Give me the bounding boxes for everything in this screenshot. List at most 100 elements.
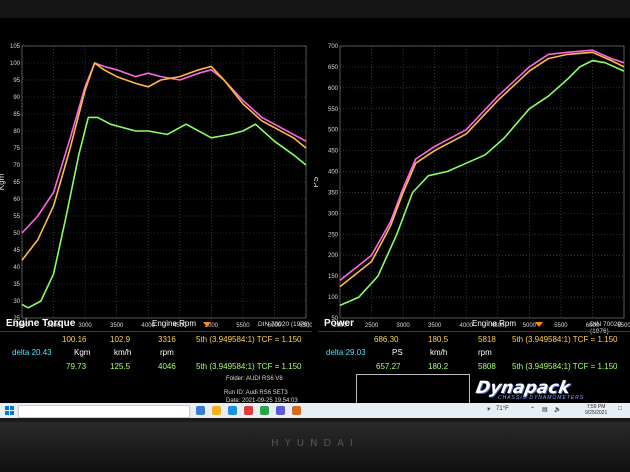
rpm-dropdown-icon[interactable] bbox=[203, 322, 211, 327]
x-tick-label: 4500 bbox=[173, 323, 187, 329]
taskbar-clock[interactable]: 7:59 PM 9/25/2021 bbox=[585, 404, 607, 416]
torque-gear-1: 5th (3.949584:1) TCF = 1.150 bbox=[196, 335, 302, 344]
app-icon-red[interactable] bbox=[244, 406, 253, 415]
torque-rpm-max: 3316 bbox=[158, 335, 176, 344]
dyno-software-screen: 2000 2500 3000 3500 4000 4500 5000 5500 6000 6500… bbox=[0, 18, 630, 418]
series-line-1 bbox=[339, 51, 625, 288]
logo-subtitle: CHASSIS DYNAMOMETERS bbox=[498, 395, 585, 401]
torque-x-axis-label: Engine Rpm bbox=[152, 319, 197, 328]
x-tick-label: 5000 bbox=[205, 323, 219, 329]
torque-unit-kgm: Kgm bbox=[74, 348, 91, 357]
power-chart: 2000 2500 3000 3500 4000 4500 5000 5500 6000 6500… bbox=[314, 44, 630, 329]
y-tick-label: 70 bbox=[13, 163, 20, 169]
y-tick-label: 50 bbox=[13, 231, 20, 237]
y-tick-label: 35 bbox=[13, 282, 20, 288]
series-line-0 bbox=[339, 49, 625, 281]
weather-temp[interactable]: 71°F bbox=[496, 406, 509, 412]
y-tick-label: 300 bbox=[328, 211, 339, 217]
weather-icon[interactable]: ☀ bbox=[486, 407, 492, 413]
windows-taskbar: ☀ 71°F ⌃ ▤ 🔈 7:59 PM 9/25/2021 □ bbox=[0, 403, 630, 418]
x-tick-label: 4500 bbox=[491, 323, 505, 329]
app-icon-green[interactable] bbox=[260, 406, 269, 415]
y-tick-label: 650 bbox=[328, 65, 339, 71]
torque-gear-2: 5th (3.949584:1) TCF = 1.150 bbox=[196, 362, 302, 371]
power-rpm-min: 5808 bbox=[478, 362, 496, 371]
y-tick-label: 45 bbox=[13, 248, 20, 254]
y-tick-label: 600 bbox=[328, 86, 339, 92]
y-tick-label: 105 bbox=[10, 44, 21, 50]
x-tick-label: 6000 bbox=[586, 323, 600, 329]
power-divider bbox=[318, 331, 630, 332]
tray-overflow-icon[interactable]: ⌃ bbox=[530, 407, 536, 413]
task-view-icon[interactable] bbox=[196, 406, 205, 415]
rpm-dropdown-icon[interactable] bbox=[535, 322, 543, 327]
torque-kmh-max: 102.9 bbox=[110, 335, 131, 344]
torque-rpm-min: 4046 bbox=[158, 362, 176, 371]
y-tick-label: 150 bbox=[328, 274, 339, 280]
notification-icon[interactable]: □ bbox=[618, 406, 622, 412]
x-tick-label: 5500 bbox=[554, 323, 568, 329]
power-gear-1: 5th (3.949584:1) TCF = 1.150 bbox=[512, 335, 618, 344]
x-tick-label: 5500 bbox=[236, 323, 250, 329]
x-tick-label: 2000 bbox=[333, 323, 347, 329]
empty-info-box bbox=[356, 374, 470, 404]
power-unit-kmh: km/h bbox=[430, 348, 448, 357]
x-tick-label: 3000 bbox=[78, 323, 92, 329]
y-tick-label: 200 bbox=[328, 253, 339, 259]
file-explorer-icon[interactable] bbox=[212, 406, 221, 415]
y-tick-label: 450 bbox=[328, 149, 339, 155]
x-tick-label: 4000 bbox=[142, 323, 156, 329]
y-tick-label: 500 bbox=[328, 128, 339, 134]
y-tick-label: 550 bbox=[328, 107, 339, 113]
windows-start-icon[interactable] bbox=[5, 406, 14, 415]
power-kmh-max: 180.5 bbox=[428, 335, 449, 344]
monitor-brand: HYUNDAI bbox=[271, 438, 359, 449]
power-x-axis-label: Engine Rpm bbox=[472, 319, 517, 328]
edge-browser-icon[interactable] bbox=[228, 406, 237, 415]
torque-unit-rpm: rpm bbox=[160, 348, 174, 357]
y-tick-label: 50 bbox=[331, 316, 338, 322]
date-label: Date: 2021-09-25 19:54:03 bbox=[226, 398, 298, 404]
network-icon[interactable]: ▤ bbox=[542, 407, 548, 413]
run-id-label: Run ID: Audi RS6 SET3 bbox=[224, 390, 288, 396]
power-rpm-max: 5818 bbox=[478, 335, 496, 344]
plot-frame bbox=[21, 45, 307, 319]
power-unit-rpm: rpm bbox=[478, 348, 492, 357]
x-tick-label: 4000 bbox=[460, 323, 474, 329]
power-delta: delta 29.03 bbox=[326, 348, 366, 357]
x-tick-label: 2500 bbox=[365, 323, 379, 329]
torque-delta: delta 20.43 bbox=[12, 348, 52, 357]
y-tick-label: 30 bbox=[13, 299, 20, 305]
volume-icon[interactable]: 🔈 bbox=[554, 407, 562, 413]
y-axis-label: PS bbox=[314, 177, 320, 188]
clock-date: 9/25/2021 bbox=[585, 410, 608, 416]
torque-divider bbox=[0, 331, 312, 332]
y-tick-label: 80 bbox=[13, 129, 20, 135]
x-tick-label: 3500 bbox=[428, 323, 442, 329]
torque-kgm-min: 79.73 bbox=[66, 362, 87, 371]
y-tick-label: 700 bbox=[328, 44, 339, 50]
taskbar-search-box[interactable] bbox=[18, 405, 190, 418]
x-tick-label: 3000 bbox=[396, 323, 410, 329]
y-tick-label: 100 bbox=[328, 295, 339, 301]
y-tick-label: 65 bbox=[13, 180, 20, 186]
app-icon-purple[interactable] bbox=[276, 406, 285, 415]
y-tick-label: 25 bbox=[13, 316, 20, 322]
power-kmh-min: 180.2 bbox=[428, 362, 449, 371]
torque-chart-title: Engine Torque bbox=[6, 318, 76, 329]
torque-kgm-max: 100.16 bbox=[62, 335, 87, 344]
power-din-label: DIN 70020 (1976) bbox=[590, 321, 622, 335]
x-tick-label: 2000 bbox=[15, 323, 29, 329]
power-unit-ps: PS bbox=[392, 348, 403, 357]
torque-unit-kmh: km/h bbox=[114, 348, 132, 357]
y-tick-label: 250 bbox=[328, 232, 339, 238]
y-tick-label: 400 bbox=[328, 170, 339, 176]
series-line-2 bbox=[21, 116, 307, 309]
power-ps-max: 686.30 bbox=[374, 335, 399, 344]
x-tick-label: 3500 bbox=[110, 323, 124, 329]
torque-kmh-min: 125.5 bbox=[110, 362, 131, 371]
dynapack-app-icon[interactable] bbox=[292, 406, 301, 415]
torque-din-label: DIN 70020 (1976) bbox=[258, 321, 310, 328]
series-line-2 bbox=[339, 59, 625, 307]
x-tick-label: 5000 bbox=[523, 323, 537, 329]
